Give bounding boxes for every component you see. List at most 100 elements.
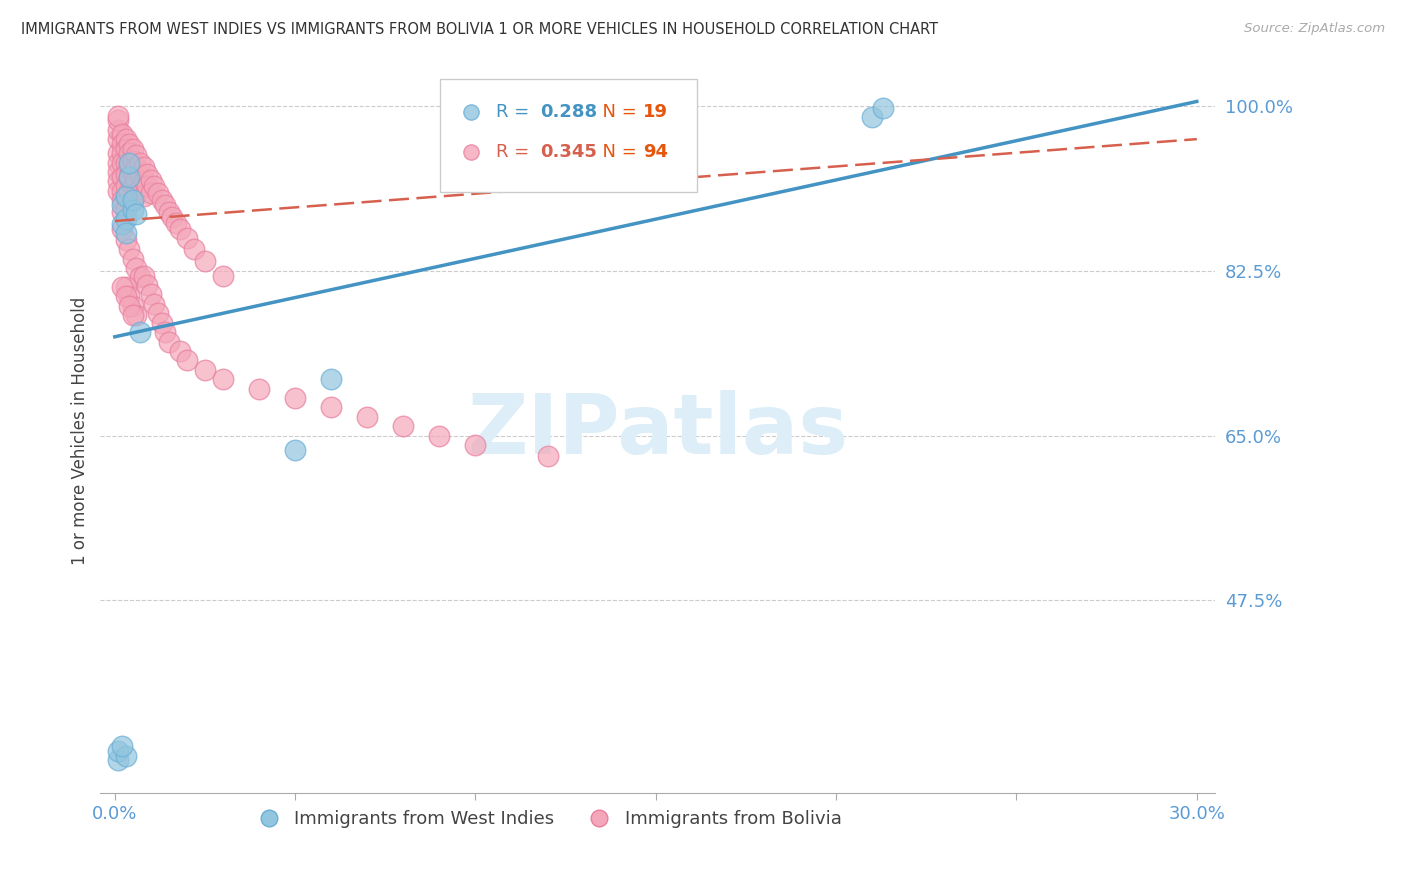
Point [118, 157, 141, 171]
Point [118, 136, 141, 151]
Point [111, 198, 134, 212]
Point [176, 231, 198, 245]
Point [136, 278, 159, 293]
Point [129, 155, 152, 169]
Point [464, 438, 486, 452]
Point [194, 253, 217, 268]
Point [107, 744, 129, 758]
Point [356, 409, 378, 424]
Point [139, 186, 162, 200]
Point [132, 268, 155, 283]
Point [118, 242, 141, 256]
Point [146, 306, 169, 320]
Point [111, 204, 134, 219]
Point [118, 169, 141, 184]
Point [118, 299, 141, 313]
Text: 0.288: 0.288 [540, 103, 598, 121]
Point [146, 186, 169, 200]
Point [107, 109, 129, 123]
Point [284, 391, 307, 405]
Point [176, 353, 198, 368]
Point [121, 142, 143, 156]
Point [212, 372, 235, 386]
Text: 0.345: 0.345 [540, 143, 598, 161]
Legend: Immigrants from West Indies, Immigrants from Bolivia: Immigrants from West Indies, Immigrants … [243, 803, 849, 835]
Point [111, 146, 134, 161]
Point [114, 188, 136, 202]
Point [111, 169, 134, 184]
Point [321, 372, 343, 386]
Point [111, 184, 134, 198]
Point [392, 419, 415, 434]
Text: 19: 19 [643, 103, 668, 121]
Y-axis label: 1 or more Vehicles in Household: 1 or more Vehicles in Household [72, 297, 89, 565]
Point [429, 428, 451, 442]
Point [121, 165, 143, 179]
Point [129, 325, 152, 339]
Text: N =: N = [591, 143, 643, 161]
Point [111, 739, 134, 754]
Point [107, 174, 129, 188]
Point [111, 155, 134, 169]
Point [121, 194, 143, 208]
Point [125, 172, 148, 186]
Point [136, 179, 159, 194]
Point [150, 194, 173, 208]
Point [125, 261, 148, 276]
Point [107, 165, 129, 179]
Point [114, 191, 136, 205]
Point [125, 148, 148, 162]
Point [157, 334, 180, 349]
Point [125, 207, 148, 221]
Point [157, 204, 180, 219]
Text: IMMIGRANTS FROM WEST INDIES VS IMMIGRANTS FROM BOLIVIA 1 OR MORE VEHICLES IN HOU: IMMIGRANTS FROM WEST INDIES VS IMMIGRANT… [21, 22, 938, 37]
Point [150, 316, 173, 330]
Point [143, 179, 166, 194]
Point [183, 242, 205, 256]
Point [212, 268, 235, 283]
Text: R =: R = [496, 143, 536, 161]
Point [121, 179, 143, 194]
Point [121, 202, 143, 217]
Point [111, 217, 134, 231]
Point [121, 308, 143, 322]
Point [111, 136, 134, 151]
Point [129, 270, 152, 285]
Point [111, 221, 134, 235]
Point [132, 161, 155, 175]
Point [114, 132, 136, 146]
Point [107, 146, 129, 161]
Point [129, 182, 152, 196]
Point [118, 146, 141, 161]
Point [284, 442, 307, 457]
Point [107, 113, 129, 128]
Point [860, 111, 883, 125]
Point [143, 297, 166, 311]
Point [114, 202, 136, 217]
Point [872, 101, 894, 115]
Point [155, 325, 177, 339]
Point [114, 179, 136, 194]
Text: ZIPatlas: ZIPatlas [467, 391, 848, 472]
Point [114, 226, 136, 240]
Point [118, 184, 141, 198]
Point [536, 450, 558, 464]
Point [114, 748, 136, 763]
Point [136, 167, 159, 181]
Point [114, 155, 136, 169]
Point [125, 186, 148, 200]
Point [107, 184, 129, 198]
Point [321, 401, 343, 415]
Point [114, 167, 136, 181]
Point [107, 132, 129, 146]
Point [155, 198, 177, 212]
Point [125, 308, 148, 322]
Text: N =: N = [591, 103, 643, 121]
Point [194, 363, 217, 377]
FancyBboxPatch shape [440, 79, 696, 192]
Point [107, 753, 129, 767]
Point [107, 155, 129, 169]
Point [247, 382, 270, 396]
Point [111, 280, 134, 294]
Point [121, 194, 143, 208]
